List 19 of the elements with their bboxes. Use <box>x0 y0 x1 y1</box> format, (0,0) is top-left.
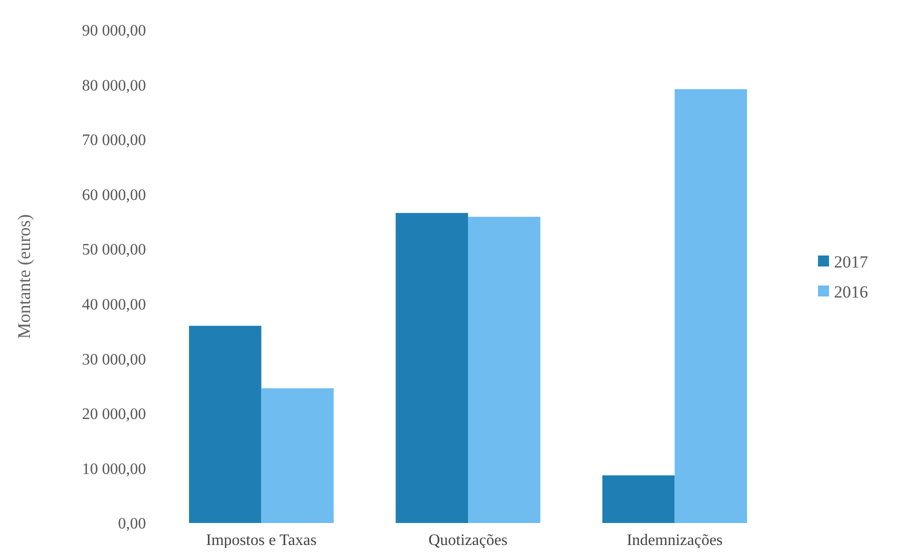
bar <box>674 89 747 523</box>
y-tick-label: 50 000,00 <box>82 242 146 259</box>
y-tick-label: 30 000,00 <box>82 351 146 368</box>
bar <box>261 388 334 523</box>
y-tick-label: 40 000,00 <box>82 296 146 314</box>
bar <box>396 212 468 523</box>
y-tick-label: 90 000,00 <box>82 22 146 40</box>
y-axis-title: Montante (euros) <box>14 214 34 339</box>
y-tick-label: 10 000,00 <box>82 460 146 478</box>
y-tick-label: 20 000,00 <box>82 406 146 424</box>
legend-label: 2016 <box>834 282 868 302</box>
legend-label: 2017 <box>834 252 868 272</box>
y-tick-label: 0,00 <box>118 516 146 533</box>
y-tick-label: 70 000,00 <box>82 132 146 150</box>
bar <box>468 216 540 523</box>
bar <box>189 326 262 523</box>
y-tick-label: 60 000,00 <box>82 186 146 204</box>
y-tick-label: 80 000,00 <box>82 77 146 94</box>
bar <box>602 475 675 523</box>
